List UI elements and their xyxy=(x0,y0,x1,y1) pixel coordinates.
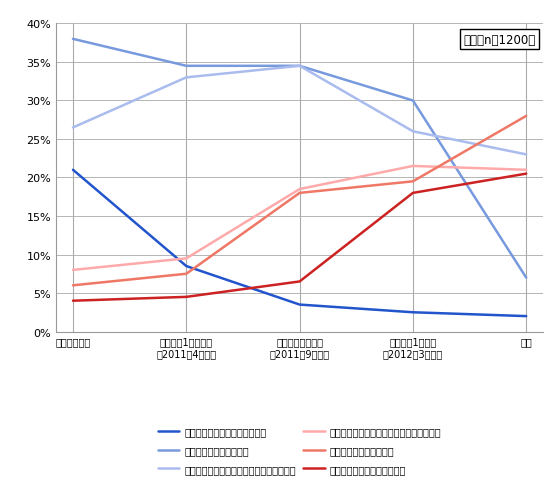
不安感が弱い・弱かった xyxy=(296,190,303,196)
Line: 極限に不安感が強い・強かった: 極限に不安感が強い・強かった xyxy=(73,170,526,316)
不安感が強い・強かった xyxy=(523,275,530,281)
不安感が強い・強かった xyxy=(183,64,190,70)
全く不安感がない・なかった xyxy=(183,294,190,300)
どちらかといえば不安感が弱い・弱かった xyxy=(523,167,530,173)
全く不安感がない・なかった xyxy=(409,190,416,196)
どちらかといえば不安感が弱い・弱かった xyxy=(183,256,190,262)
極限に不安感が強い・強かった xyxy=(69,167,76,173)
どちらかといえば不安感が強い・強かった xyxy=(296,64,303,70)
どちらかといえば不安感が強い・強かった xyxy=(183,75,190,81)
Line: どちらかといえば不安感が弱い・弱かった: どちらかといえば不安感が弱い・弱かった xyxy=(73,166,526,270)
Line: 不安感が強い・強かった: 不安感が強い・強かった xyxy=(73,40,526,278)
Line: 不安感が弱い・弱かった: 不安感が弱い・弱かった xyxy=(73,117,526,285)
不安感が弱い・弱かった xyxy=(183,271,190,277)
Legend: 極限に不安感が強い・強かった, 不安感が強い・強かった, どちらかといえば不安感が強い・強かった, どちらかといえば不安感が弱い・弱かった, 不安感が弱い・弱か: 極限に不安感が強い・強かった, 不安感が強い・強かった, どちらかといえば不安感… xyxy=(154,423,445,478)
どちらかといえば不安感が弱い・弱かった xyxy=(409,163,416,169)
不安感が弱い・弱かった xyxy=(409,179,416,185)
どちらかといえば不安感が強い・強かった xyxy=(523,152,530,158)
不安感が強い・強かった xyxy=(409,99,416,104)
極限に不安感が強い・強かった xyxy=(523,313,530,319)
どちらかといえば不安感が弱い・弱かった xyxy=(296,187,303,193)
極限に不安感が強い・強かった xyxy=(409,310,416,316)
全く不安感がない・なかった xyxy=(296,279,303,285)
極限に不安感が強い・強かった xyxy=(296,302,303,308)
不安感が強い・強かった xyxy=(69,37,76,43)
どちらかといえば不安感が弱い・弱かった xyxy=(69,267,76,273)
どちらかといえば不安感が強い・強かった xyxy=(409,129,416,135)
Line: どちらかといえば不安感が強い・強かった: どちらかといえば不安感が強い・強かった xyxy=(73,67,526,155)
不安感が弱い・弱かった xyxy=(69,283,76,288)
全く不安感がない・なかった xyxy=(523,171,530,177)
全く不安感がない・なかった xyxy=(69,298,76,304)
Text: 全体［n＝1200］: 全体［n＝1200］ xyxy=(464,34,536,46)
Line: 全く不安感がない・なかった: 全く不安感がない・なかった xyxy=(73,174,526,301)
極限に不安感が強い・強かった xyxy=(183,264,190,269)
不安感が強い・強かった xyxy=(296,64,303,70)
不安感が弱い・弱かった xyxy=(523,114,530,120)
どちらかといえば不安感が強い・強かった xyxy=(69,125,76,131)
